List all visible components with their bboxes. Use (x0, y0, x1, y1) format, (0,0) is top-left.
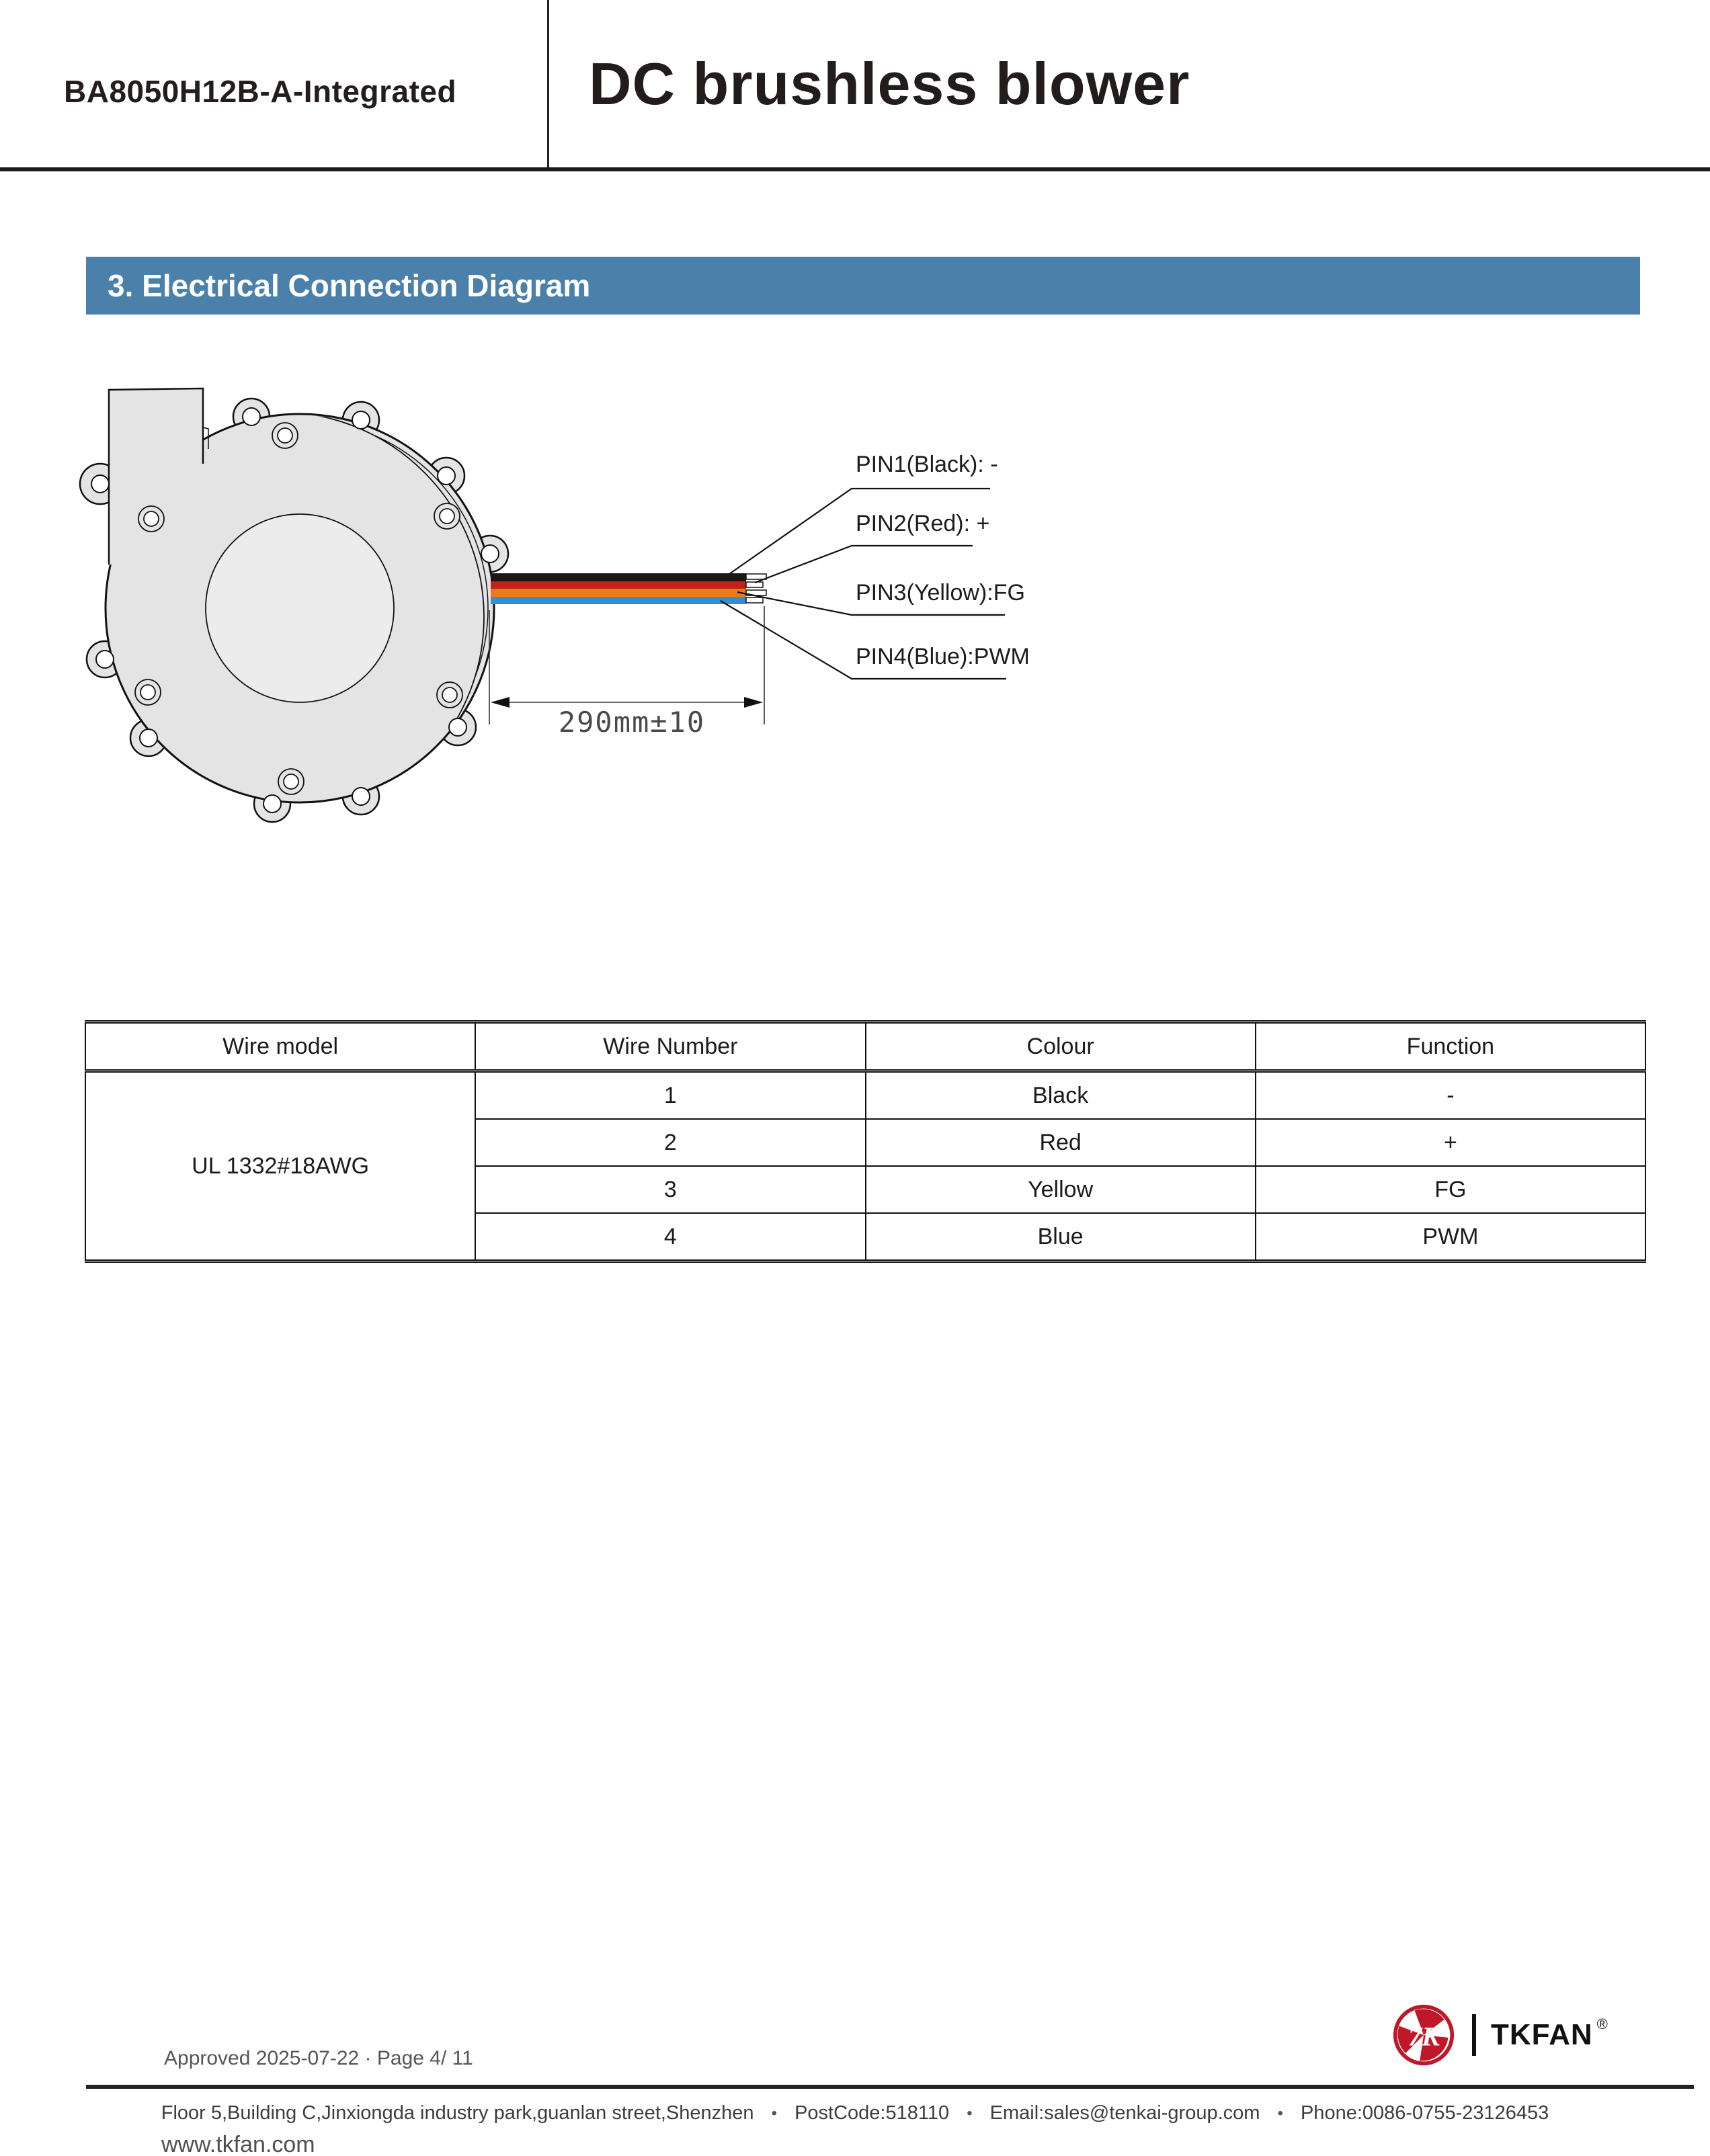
page-title: DC brushless blower (589, 50, 1190, 117)
svg-text:7K: 7K (1408, 2021, 1442, 2051)
col-header-colour: Colour (864, 1022, 1256, 1073)
website-url: www.tkfan.com (161, 2132, 315, 2156)
dimension-lines (489, 606, 765, 724)
colour-cell: Blue (864, 1212, 1256, 1262)
wire-number-cell: 4 (475, 1212, 866, 1262)
table-row: UL 1332#18AWG 1 Black - (84, 1070, 1647, 1263)
company-logo: 7K TKFAN ® (1391, 2001, 1608, 2069)
face-holes (134, 422, 463, 795)
logo-divider (1472, 2014, 1476, 2056)
dimension-arrows (491, 697, 763, 708)
colour-cell: Black (864, 1070, 1256, 1120)
wire-length-dimension: 290mm±10 (558, 706, 706, 739)
colour-cell: Yellow (864, 1165, 1256, 1214)
model-number: BA8050H12B-A-Integrated (64, 74, 457, 109)
bullet-separator: • (771, 2104, 778, 2123)
phone: Phone:0086-0755-23126453 (1300, 2102, 1549, 2124)
tab-holes (91, 407, 499, 813)
section-heading: 3. Electrical Connection Diagram (86, 257, 1640, 315)
wire-tips (745, 573, 767, 604)
table-header-row: Wire model Wire Number Colour Function (84, 1022, 1647, 1073)
lead-wires (491, 573, 767, 604)
pin1-label: PIN1(Black): - (856, 452, 998, 477)
pin4-label: PIN4(Blue):PWM (856, 644, 1030, 669)
registered-mark: ® (1596, 2016, 1608, 2032)
wire-number-cell: 1 (475, 1070, 866, 1120)
table-row: 3 Yellow FG (85, 1165, 1647, 1214)
bullet-separator: • (1277, 2104, 1283, 2123)
header-divider (547, 0, 549, 168)
pin2-label: PIN2(Red): + (856, 511, 990, 536)
table-row: 4 Blue PWM (85, 1212, 1647, 1262)
colour-cell: Red (864, 1118, 1256, 1167)
header-rule (0, 167, 1710, 171)
brand-name: TKFAN (1491, 2018, 1593, 2051)
function-cell: - (1254, 1070, 1647, 1120)
pin3-label: PIN3(Yellow):FG (856, 580, 1025, 606)
wire-number-cell: 2 (475, 1118, 866, 1167)
wire-model-cell: UL 1332#18AWG (84, 1070, 477, 1263)
page-header: BA8050H12B-A-Integrated DC brushless blo… (0, 0, 1710, 171)
bullet-separator: • (967, 2104, 973, 2123)
company-address: Floor 5,Building C,Jinxiongda industry p… (161, 2102, 754, 2124)
wire-number-cell: 3 (475, 1165, 866, 1214)
contact-line: Floor 5,Building C,Jinxiongda industry p… (0, 2102, 1710, 2124)
email: Email:sales@tenkai-group.com (989, 2102, 1260, 2124)
footer-rule (86, 2085, 1694, 2089)
wire-table: Wire model Wire Number Colour Function U… (84, 1020, 1647, 1263)
postcode: PostCode:518110 (795, 2102, 950, 2124)
function-cell: + (1254, 1118, 1647, 1167)
tkfan-emblem-icon: 7K (1393, 2004, 1455, 2066)
outlet-duct (108, 387, 209, 565)
function-cell: PWM (1254, 1212, 1647, 1262)
approval-page-info: Approved 2025-07-22 · Page 4/ 11 (164, 2047, 473, 2069)
function-cell: FG (1254, 1165, 1647, 1214)
table-row: 2 Red + (85, 1118, 1647, 1167)
col-header-wire-number: Wire Number (475, 1022, 866, 1073)
blower-diagram (79, 387, 1006, 823)
col-header-wire-model: Wire model (84, 1022, 477, 1073)
hub (205, 513, 395, 703)
col-header-function: Function (1254, 1022, 1647, 1073)
